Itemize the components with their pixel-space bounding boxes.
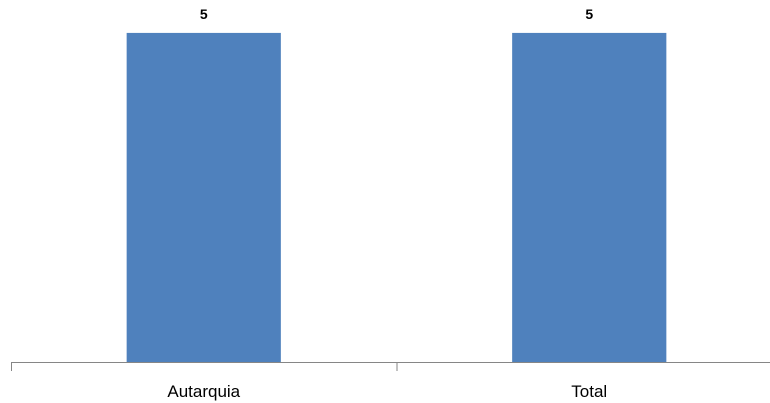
- x-tick-label-total: Total: [571, 382, 607, 401]
- x-axis-tick-labels-group: Autarquia Total: [167, 382, 607, 401]
- bar-autarquia: [126, 32, 281, 362]
- x-tick-label-autarquia: Autarquia: [167, 382, 240, 401]
- x-axis-ticks-group: [11, 362, 398, 371]
- data-label-autarquia: 5: [200, 6, 208, 22]
- data-label-total: 5: [585, 6, 593, 22]
- bars-group: [126, 32, 667, 362]
- bar-total: [512, 32, 667, 362]
